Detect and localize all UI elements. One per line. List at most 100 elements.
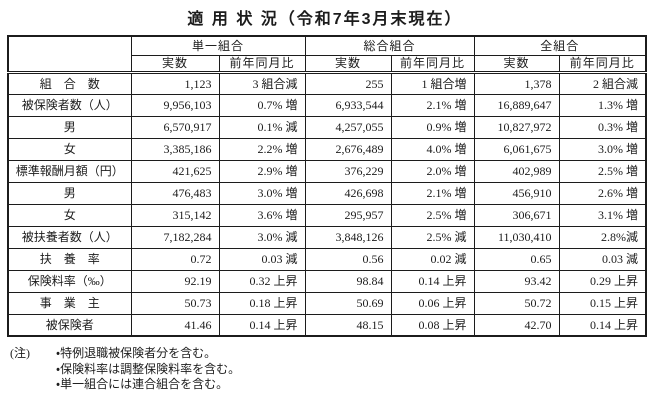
table-row: 女 3,385,186 2.2% 増 2,676,489 4.0% 増 6,061,675… <box>7 137 647 161</box>
yoy-change-cell: 0.06 上昇 <box>390 291 475 315</box>
row-label: 組 合 数 <box>7 71 132 95</box>
column-group-composite-union: 総合組合 <box>304 35 475 56</box>
actual-value-cell: 10,827,972 <box>473 115 560 139</box>
table-row: 被保険者数（人） 9,956,103 0.7% 増 6,933,544 2.1% 増 16… <box>7 93 647 117</box>
table-row: 扶 養 率 0.72 0.03 減 0.56 0.02 減 0.65 0.03 減 <box>7 247 647 271</box>
table-row: 保険料率（‰） 92.19 0.32 上昇 98.84 0.14 上昇 93.42 0.29… <box>7 269 647 293</box>
yoy-change-cell: 0.32 上昇 <box>218 269 306 293</box>
yoy-change-cell: 0.14 上昇 <box>390 269 475 293</box>
yoy-change-cell: 0.18 上昇 <box>218 291 306 315</box>
row-label: 女 <box>7 137 132 161</box>
yoy-change-cell: 0.08 上昇 <box>390 313 475 337</box>
yoy-change-cell: 0.29 上昇 <box>558 269 647 293</box>
note-item: ・保険料率は調整保険料率を含む。 <box>56 361 241 376</box>
yoy-change-cell: 0.9% 増 <box>390 115 475 139</box>
header-sub-row: 実数 前年同月比 実数 前年同月比 実数 前年同月比 <box>8 54 647 74</box>
yoy-change-cell: 3.0% 減 <box>218 225 306 249</box>
actual-value-cell: 3,848,126 <box>304 225 392 249</box>
actual-value-cell: 42.70 <box>473 313 560 337</box>
actual-value-cell: 376,229 <box>304 159 392 183</box>
actual-value-cell: 11,030,410 <box>473 225 560 249</box>
yoy-change-cell: 2.5% 増 <box>390 203 475 227</box>
yoy-change-cell: 0.03 減 <box>558 247 647 271</box>
column-group-single-union: 単一組合 <box>130 35 306 56</box>
actual-value-cell: 456,910 <box>473 181 560 205</box>
actual-value-cell: 9,956,103 <box>130 93 220 117</box>
notes-label: (注) <box>10 346 30 360</box>
actual-value-cell: 0.72 <box>130 247 220 271</box>
row-label: 被保険者数（人） <box>7 93 132 117</box>
subheader-yoy: 前年同月比 <box>390 54 475 74</box>
column-group-all-unions: 全組合 <box>473 35 647 56</box>
actual-value-cell: 92.19 <box>130 269 220 293</box>
status-table: 単一組合 総合組合 全組合 実数 前年同月比 実数 前年同月比 実数 前年同月比… <box>7 35 648 337</box>
actual-value-cell: 16,889,647 <box>473 93 560 117</box>
actual-value-cell: 0.56 <box>304 247 392 271</box>
table-row: 女 315,142 3.6% 増 295,957 2.5% 増 306,671 3.1% 増 <box>7 203 647 227</box>
actual-value-cell: 50.69 <box>304 291 392 315</box>
actual-value-cell: 50.72 <box>473 291 560 315</box>
actual-value-cell: 6,570,917 <box>130 115 220 139</box>
actual-value-cell: 1,123 <box>130 71 220 95</box>
yoy-change-cell: 0.14 上昇 <box>558 313 647 337</box>
table-row: 標準報酬月額（円） 421,625 2.9% 増 376,229 2.0% 増 402,9… <box>7 159 647 183</box>
yoy-change-cell: 1 組合増 <box>390 71 475 95</box>
actual-value-cell: 426,698 <box>304 181 392 205</box>
table-row: 事 業 主 50.73 0.18 上昇 50.69 0.06 上昇 50.72 0.15 上… <box>7 291 647 315</box>
yoy-change-cell: 2.9% 増 <box>218 159 306 183</box>
actual-value-cell: 402,989 <box>473 159 560 183</box>
row-label: 標準報酬月額（円） <box>7 159 132 183</box>
yoy-change-cell: 2.1% 増 <box>390 93 475 117</box>
row-label: 男 <box>7 181 132 205</box>
page-title: 適 用 状 況（令和7年3月末現在） <box>187 11 463 28</box>
actual-value-cell: 476,483 <box>130 181 220 205</box>
table-body: 組 合 数 1,123 3 組合減 255 1 組合増 1,378 2 組合減 被保険者数（人… <box>7 71 647 337</box>
actual-value-cell: 48.15 <box>304 313 392 337</box>
actual-value-cell: 306,671 <box>473 203 560 227</box>
yoy-change-cell: 3.6% 増 <box>218 203 306 227</box>
actual-value-cell: 4,257,055 <box>304 115 392 139</box>
subheader-actual: 実数 <box>304 54 392 74</box>
stub-header-cell <box>7 35 132 74</box>
yoy-change-cell: 2 組合減 <box>558 71 647 95</box>
actual-value-cell: 3,385,186 <box>130 137 220 161</box>
yoy-change-cell: 2.5% 増 <box>558 159 647 183</box>
actual-value-cell: 1,378 <box>473 71 560 95</box>
yoy-change-cell: 0.15 上昇 <box>558 291 647 315</box>
subheader-actual: 実数 <box>473 54 560 74</box>
table-row: 組 合 数 1,123 3 組合減 255 1 組合増 1,378 2 組合減 <box>7 71 647 95</box>
yoy-change-cell: 0.7% 増 <box>218 93 306 117</box>
yoy-change-cell: 0.03 減 <box>218 247 306 271</box>
actual-value-cell: 7,182,284 <box>130 225 220 249</box>
row-label: 被保険者 <box>7 313 132 337</box>
yoy-change-cell: 3.1% 増 <box>558 203 647 227</box>
note-item: ・単一組合には連合組合を含む。 <box>56 377 229 391</box>
subheader-yoy: 前年同月比 <box>218 54 306 74</box>
yoy-change-cell: 3 組合減 <box>218 71 306 95</box>
actual-value-cell: 2,676,489 <box>304 137 392 161</box>
actual-value-cell: 6,933,544 <box>304 93 392 117</box>
yoy-change-cell: 2.0% 増 <box>390 159 475 183</box>
actual-value-cell: 41.46 <box>130 313 220 337</box>
subheader-actual: 実数 <box>130 54 220 74</box>
yoy-change-cell: 1.3% 増 <box>558 93 647 117</box>
table-row: 被保険者 41.46 0.14 上昇 48.15 0.08 上昇 42.70 0.14 上昇 <box>7 313 647 337</box>
row-label: 女 <box>7 203 132 227</box>
yoy-change-cell: 0.14 上昇 <box>218 313 306 337</box>
notes-items: ・特例退職被保険者分を含む。 ・保険料率は調整保険料率を含む。 ・単一組合には連… <box>56 346 240 393</box>
actual-value-cell: 315,142 <box>130 203 220 227</box>
yoy-change-cell: 0.3% 増 <box>558 115 647 139</box>
row-label: 事 業 主 <box>7 291 132 315</box>
actual-value-cell: 255 <box>304 71 392 95</box>
yoy-change-cell: 4.0% 増 <box>390 137 475 161</box>
actual-value-cell: 98.84 <box>304 269 392 293</box>
yoy-change-cell: 2.6% 増 <box>558 181 647 205</box>
yoy-change-cell: 0.1% 減 <box>218 115 306 139</box>
note-item: ・特例退職被保険者分を含む。 <box>56 346 217 360</box>
table-row: 男 6,570,917 0.1% 減 4,257,055 0.9% 増 10,827,97… <box>7 115 647 139</box>
yoy-change-cell: 2.2% 増 <box>218 137 306 161</box>
yoy-change-cell: 0.02 減 <box>390 247 475 271</box>
yoy-change-cell: 3.0% 増 <box>558 137 647 161</box>
table-row: 男 476,483 3.0% 増 426,698 2.1% 増 456,910 2.6% 増 <box>7 181 647 205</box>
table-row: 被扶養者数（人） 7,182,284 3.0% 減 3,848,126 2.5% 減 11… <box>7 225 647 249</box>
